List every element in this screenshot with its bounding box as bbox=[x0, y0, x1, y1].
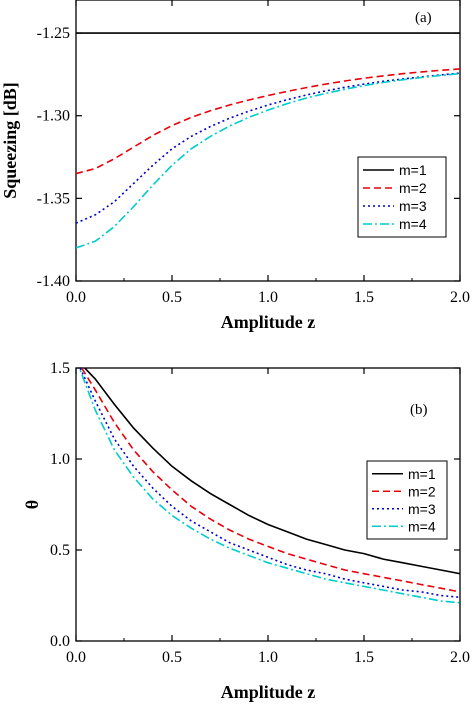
y-tick-label: -1.35 bbox=[37, 190, 70, 207]
legend-label: m=2 bbox=[399, 180, 427, 196]
x-tick-label: 0.5 bbox=[162, 649, 182, 666]
plot-frame bbox=[75, 0, 461, 282]
panel-label: (b) bbox=[410, 402, 428, 418]
legend-label: m=1 bbox=[408, 466, 436, 482]
y-tick-label: 0.0 bbox=[50, 633, 70, 650]
chart-panel-1: 0.0 0.5 1.0 1.5 2.0 -1.25 -1.30 -1.35 -1.40 Ampli… bbox=[0, 0, 470, 332]
legend: m=1 m=2 m=3 m=4 bbox=[357, 156, 447, 238]
x-tick-label: 2.0 bbox=[450, 289, 470, 306]
y-tick-label: -1.30 bbox=[37, 108, 70, 125]
panel-label: (a) bbox=[415, 10, 432, 26]
x-tick-label: 0.0 bbox=[66, 649, 86, 666]
series-line-m=4 bbox=[76, 72, 460, 249]
x-tick-label: 0.5 bbox=[162, 289, 182, 306]
x-tick-label: 0.0 bbox=[66, 289, 86, 306]
series-line-m=2 bbox=[76, 68, 460, 175]
legend-label: m=4 bbox=[408, 518, 436, 534]
legend-label: m=3 bbox=[399, 198, 427, 214]
x-tick-label: 1.5 bbox=[354, 649, 374, 666]
series-group bbox=[78, 368, 460, 604]
legend: m=1m=2 m=3m=4 bbox=[366, 460, 448, 540]
legend-label: m=1 bbox=[399, 162, 427, 178]
x-axis-title: Amplitude z bbox=[221, 312, 316, 332]
x-tick-label: 1.0 bbox=[258, 289, 278, 306]
series-line-m=3 bbox=[79, 368, 460, 599]
y-tick-label: 1.5 bbox=[50, 360, 70, 377]
y-tick-label: -1.40 bbox=[37, 273, 70, 290]
legend-label: m=4 bbox=[399, 216, 427, 232]
y-tick-label: -1.25 bbox=[37, 25, 70, 42]
series-line-m=4 bbox=[78, 368, 460, 604]
series-group bbox=[76, 32, 460, 249]
y-axis-title: Squeezing [dB] bbox=[0, 82, 20, 199]
y-tick-label: 0.5 bbox=[50, 542, 70, 559]
x-tick-label: 1.0 bbox=[258, 649, 278, 666]
chart-panel-2: 0.0 0.5 1.0 1.5 2.0 0.0 0.5 1.0 1.5 Amplitude z θ (… bbox=[22, 360, 470, 702]
x-axis-title: Amplitude z bbox=[221, 682, 316, 702]
y-tick-label: 1.0 bbox=[50, 451, 70, 468]
x-tick-label: 2.0 bbox=[450, 649, 470, 666]
legend-label: m=2 bbox=[408, 483, 436, 499]
series-line-m=1 bbox=[83, 368, 460, 575]
series-line-m=2 bbox=[80, 368, 460, 593]
x-tick-label: 1.5 bbox=[354, 289, 374, 306]
y-axis-title: θ bbox=[22, 500, 42, 509]
legend-label: m=3 bbox=[408, 501, 436, 517]
